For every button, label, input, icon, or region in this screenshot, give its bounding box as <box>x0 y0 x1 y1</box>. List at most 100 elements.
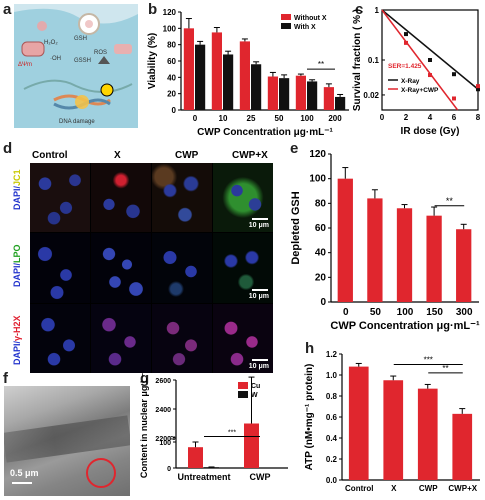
bar <box>267 76 278 110</box>
bar <box>188 447 203 468</box>
y-tick-label: 1 <box>375 6 380 15</box>
y-tick-label: 1.0 <box>326 371 338 380</box>
micrograph-jc1-cwp-x: 10 μm <box>213 163 273 233</box>
y-tick-label: 0.2 <box>326 455 338 464</box>
scale-bar-label: 10 μm <box>248 363 269 370</box>
significance-label: ** <box>318 60 324 69</box>
column-title-x: X <box>114 150 121 161</box>
panel-label-b: b <box>148 1 158 18</box>
micrograph-h2x-x <box>91 303 151 373</box>
y-axis-title: Depleted GSH <box>290 191 302 264</box>
bar <box>279 78 290 110</box>
fit-line <box>381 9 459 111</box>
x-tick-label: 0 <box>380 113 385 122</box>
legend-label: X-Ray <box>401 78 420 85</box>
column-title-control: Control <box>32 150 68 161</box>
y-axis-title: Content in nuclear μg L⁻¹ <box>139 372 149 478</box>
y-tick-label: 100 <box>309 174 326 185</box>
data-point <box>476 84 480 89</box>
x-axis-title: IR dose (Gy) <box>401 126 460 137</box>
legend-swatch <box>238 391 248 398</box>
bar <box>183 28 194 110</box>
y-tick-label: 80 <box>167 41 176 50</box>
x-tick-label: 0 <box>193 114 198 123</box>
scale-bar-label: 10 μm <box>248 292 269 300</box>
depleted-gsh-bar-chart: 0 20 40 60 80 100 120 0 50 100 150 300 CWP Concentra… <box>290 149 480 332</box>
legend-label: With X <box>294 24 316 31</box>
panel-label-e: e <box>290 140 299 157</box>
y-tick-label: 0.8 <box>326 392 338 401</box>
significance-label: *** <box>424 356 433 365</box>
scale-bar-label: 10 μm <box>248 222 269 230</box>
micrograph-h2x-cwp-x: 10 μm <box>213 303 273 373</box>
x-tick-label: 150 <box>426 307 443 318</box>
bar <box>251 64 262 110</box>
gsh-text: GSH <box>74 36 87 42</box>
x-tick-label: 200 <box>328 114 342 123</box>
significance-label: ** <box>442 364 448 373</box>
tem-region-dark <box>4 415 130 463</box>
x-tick-label: 0 <box>343 307 349 318</box>
data-point <box>404 40 408 45</box>
y-tick-label: 20 <box>315 272 327 283</box>
data-point <box>428 58 432 62</box>
micrograph-lpo-x <box>91 233 151 303</box>
y-tick-label: 2400 <box>155 407 171 414</box>
bar <box>383 380 404 480</box>
panel-label-f: f <box>3 370 8 387</box>
legend-label: X-Ray+CWP <box>401 87 439 94</box>
legend-label: Cu <box>251 383 260 390</box>
gssh-text: GSSH <box>74 58 91 64</box>
micrograph-h2x-cwp <box>152 303 212 373</box>
bar <box>426 215 442 302</box>
ser-annotation: SER=1.425 <box>388 63 422 70</box>
y-tick-label: 120 <box>163 8 177 17</box>
bar <box>348 366 369 480</box>
bar <box>335 96 346 110</box>
tem-image: 0.5 μm <box>4 386 130 496</box>
bar <box>367 198 383 302</box>
y-tick-label: 0 <box>320 297 326 308</box>
data-point <box>428 73 432 78</box>
y-tick-label: 20 <box>167 90 176 99</box>
ros-text: ROS <box>94 50 107 56</box>
x-axis-title: CWP Concentration μg·mL⁻¹ <box>330 320 480 332</box>
bar <box>456 229 472 302</box>
panel-label-a: a <box>3 1 12 18</box>
data-point <box>476 87 480 92</box>
bar <box>417 388 438 480</box>
bar <box>223 54 234 110</box>
atp-bar-chart: 0.0 0.2 0.4 0.6 0.8 1.0 1.2 Control X CWP CWP+X ATP… <box>304 350 480 493</box>
bar <box>195 44 206 110</box>
y-tick-label: 0.1 <box>368 56 380 65</box>
column-title-cwp-x: CWP+X <box>232 150 268 161</box>
panel-label-c: c <box>355 1 364 18</box>
y-tick-label: 0.02 <box>363 91 379 100</box>
legend-swatch <box>281 14 291 20</box>
legend-swatch <box>281 23 291 29</box>
x-tick-label: X <box>391 484 397 493</box>
bar <box>295 75 306 110</box>
bar <box>337 178 353 302</box>
x-tick-label: 50 <box>275 114 284 123</box>
x-tick-label: 25 <box>247 114 256 123</box>
scale-bar-line <box>252 288 268 291</box>
y-tick-label: 100 <box>159 440 171 447</box>
legend-swatch <box>238 382 248 389</box>
y-axis-title: Survival fraction ( % ) <box>352 9 363 111</box>
x-tick-label: CWP <box>250 472 271 482</box>
y-tick-label: 0.6 <box>326 413 338 422</box>
tem-scale-bar-line <box>12 482 32 484</box>
x-tick-label: 2 <box>404 113 409 122</box>
bar <box>239 41 250 110</box>
significance-label: ** <box>446 196 454 206</box>
panel-label-d: d <box>3 140 13 157</box>
y-tick-label: 60 <box>167 57 176 66</box>
x-tick-label: 8 <box>476 113 481 122</box>
y-tick-label: 2600 <box>155 378 171 385</box>
micrograph-h2x-control <box>30 303 90 373</box>
micrograph-lpo-control <box>30 233 90 303</box>
bar <box>307 81 318 110</box>
bar <box>323 87 334 110</box>
